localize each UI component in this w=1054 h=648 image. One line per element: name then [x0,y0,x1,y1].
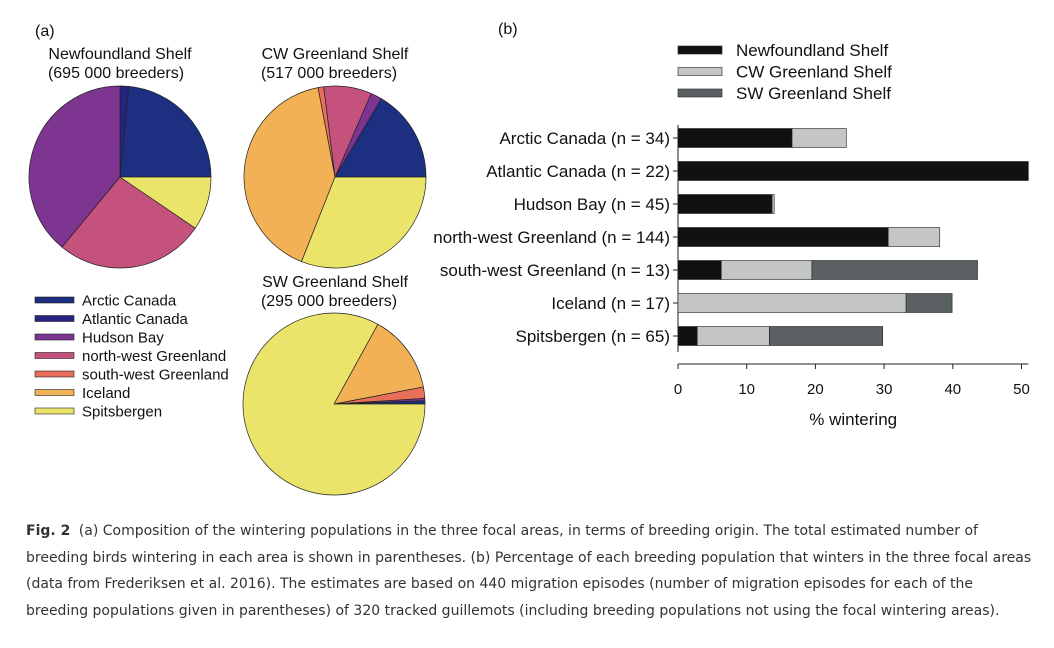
pie-slice-spitsbergen [301,176,427,269]
bar-sw-greenland-shelf [905,293,953,313]
pie-legend-label-north-west-greenland: north-west Greenland [82,348,226,365]
pie-legend-swatch-south-west-greenland [34,370,75,378]
pie-legend-label-arctic-canada: Arctic Canada [82,293,177,310]
pie-newfoundland-shelf [28,85,212,269]
pie-legend-swatch-north-west-greenland [34,352,75,359]
bar-cw-greenland-shelf [720,260,813,280]
pie-sw-greenland-shelf [242,312,426,496]
bar-legend-label-sw-greenland-shelf: SW Greenland Shelf [736,84,891,103]
pie-legend-swatch-atlantic-canada [34,315,75,322]
pie-slice-north-west-greenland [61,176,196,269]
y-category-label: Spitsbergen (n = 65) [515,327,670,346]
y-category-label: south-west Greenland (n = 13) [440,261,670,280]
x-tick-label-0: 0 [674,381,682,398]
pie-2-title: CW Greenland Shelf [262,46,409,63]
bar-newfoundland-shelf [677,227,889,247]
x-tick-label-50: 50 [1013,381,1030,398]
bar-legend-swatch-sw-greenland-shelf [677,88,723,98]
pie-legend-label-hudson-bay: Hudson Bay [82,330,164,347]
bar-sw-greenland-shelf [769,326,884,346]
pie-slice-spitsbergen [118,176,212,229]
bar-cw-greenland-shelf [887,227,941,247]
bar-newfoundland-shelf [677,161,1029,181]
pie-legend-label-atlantic-canada: Atlantic Canada [82,311,189,328]
x-tick-label-10: 10 [738,381,755,398]
pie-slice-arctic-canada [334,98,427,178]
bar-legend-label-cw-greenland-shelf: CW Greenland Shelf [736,63,892,82]
panel-b-label: (b) [498,21,518,38]
pie-legend-swatch-iceland [34,389,75,396]
bar-legend-swatch-newfoundland-shelf [677,45,723,55]
bar-legend-swatch-cw-greenland-shelf [677,67,723,76]
pie-slice-iceland [243,87,336,263]
pie-legend-swatch-hudson-bay [34,333,75,341]
bar-cw-greenland-shelf [696,326,770,346]
bar-legend: Newfoundland Shelf CW Greenland Shelf SW G… [677,41,892,103]
pie-cw-greenland-shelf [243,85,427,269]
pie-legend-label-south-west-greenland: south-west Greenland [82,367,229,384]
y-category-label: Atlantic Canada (n = 22) [486,162,670,181]
figure: (a) Newfoundland Shelf (695 000 breeders… [28,21,1030,496]
pie-legend-swatch-spitsbergen [34,407,75,415]
bar-cw-greenland-shelf [791,128,847,148]
figure-caption: Fig. 2 (a) Composition of the wintering … [26,518,1038,624]
pie-slice-spitsbergen [242,312,426,496]
pie-3-title: SW Greenland Shelf [262,274,408,291]
pie-legend-label-iceland: Iceland [82,385,130,402]
pie-3-subtitle: (295 000 breeders) [261,293,397,310]
bar-newfoundland-shelf [677,128,793,148]
bar-legend-label-newfoundland-shelf: Newfoundland Shelf [736,41,888,60]
x-tick-label-40: 40 [944,381,961,398]
x-tick-label-30: 30 [876,381,893,398]
y-category-label: Iceland (n = 17) [551,294,670,313]
pie-1-subtitle: (695 000 breeders) [48,65,184,82]
bar-sw-greenland-shelf [811,260,978,280]
bar-chart: 0 10 20 30 40 50 % wintering Arctic Canada (n =… [433,125,1030,429]
pie-legend-swatch-arctic-canada [34,296,75,304]
bar-newfoundland-shelf [677,326,698,346]
pie-2-subtitle: (517 000 breeders) [261,65,397,82]
x-tick-label-20: 20 [807,381,824,398]
y-category-label: Hudson Bay (n = 45) [514,195,670,214]
y-category-label: Arctic Canada (n = 34) [499,129,670,148]
panel-a-label: (a) [35,23,55,40]
caption-label: Fig. 2 [26,523,71,539]
y-category-label: north-west Greenland (n = 144) [433,228,670,247]
caption-text: (a) Composition of the wintering populat… [26,523,1032,619]
pie-slice-hudson-bay [28,85,121,248]
x-axis-label: % wintering [809,410,897,429]
pie-slice-arctic-canada [119,86,212,178]
pie-legend-label-spitsbergen: Spitsbergen [82,404,162,421]
pie-1-title: Newfoundland Shelf [48,46,192,63]
bar-newfoundland-shelf [677,194,773,214]
pie-slice-iceland [333,323,424,405]
bar-newfoundland-shelf [677,260,722,280]
bar-cw-greenland-shelf [771,194,775,214]
bar-cw-greenland-shelf [677,293,907,313]
